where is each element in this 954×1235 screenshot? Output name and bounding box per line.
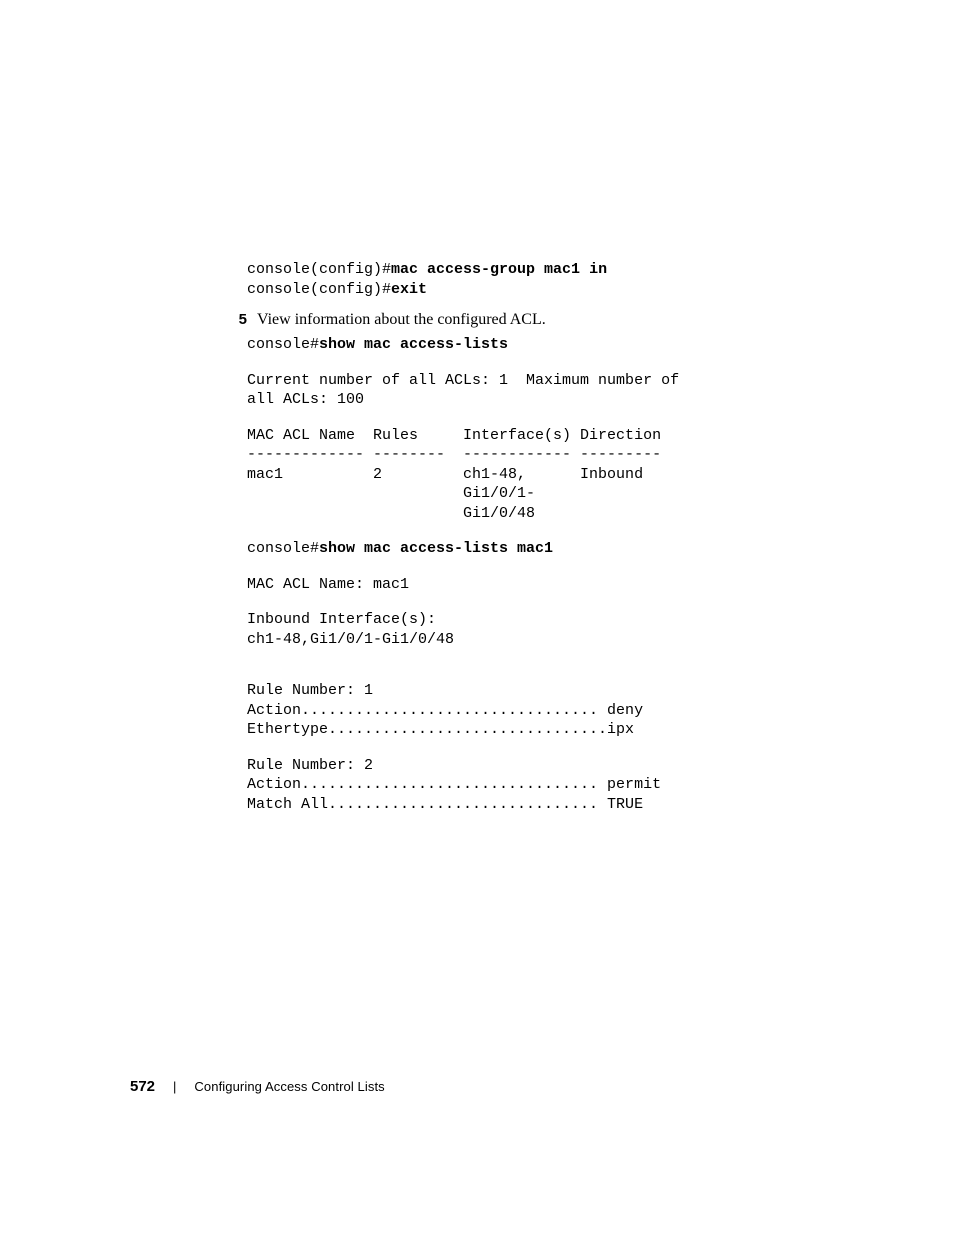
- cli-cmd: show mac access-lists mac1: [319, 540, 553, 557]
- cli-prompt: console#: [247, 540, 319, 557]
- cli-output-detail-if: Inbound Interface(s): ch1-48,Gi1/0/1-Gi1…: [247, 610, 804, 649]
- cli-table-divider: ------------- -------- ------------ ----…: [247, 446, 661, 463]
- cli-text: Rule Number: 1: [247, 682, 373, 699]
- cli-output-detail-name: MAC ACL Name: mac1: [247, 575, 804, 595]
- cli-text: Inbound Interface(s):: [247, 611, 436, 628]
- step-number: 5: [222, 311, 257, 328]
- cli-text: Match All.............................. …: [247, 796, 643, 813]
- cli-output-rule2: Rule Number: 2 Action...................…: [247, 756, 804, 815]
- cli-table-row: Gi1/0/1-: [247, 485, 535, 502]
- cli-cmd: show mac access-lists: [319, 336, 508, 353]
- cli-prompt: console(config)#: [247, 281, 391, 298]
- cli-show-1: console#show mac access-lists: [247, 335, 804, 355]
- cli-text: Ethertype...............................…: [247, 721, 634, 738]
- cli-prompt: console#: [247, 336, 319, 353]
- page-number: 572: [130, 1078, 155, 1095]
- cli-text: all ACLs: 100: [247, 391, 364, 408]
- cli-table-row: Gi1/0/48: [247, 505, 535, 522]
- cli-text: Rule Number: 2: [247, 757, 373, 774]
- cli-text: Current number of all ACLs: 1 Maximum nu…: [247, 372, 688, 389]
- footer-separator: |: [173, 1079, 176, 1094]
- cli-text: MAC ACL Name: mac1: [247, 576, 409, 593]
- cli-output-table: MAC ACL Name Rules Interface(s) Directio…: [247, 426, 804, 524]
- cli-output-rule1: Rule Number: 1 Action...................…: [247, 681, 804, 740]
- cli-text: Action................................. …: [247, 702, 643, 719]
- cli-table-header: MAC ACL Name Rules Interface(s) Directio…: [247, 427, 661, 444]
- cli-show-2: console#show mac access-lists mac1: [247, 539, 804, 559]
- cli-prompt: console(config)#: [247, 261, 391, 278]
- cli-text: Action................................. …: [247, 776, 661, 793]
- page: console(config)#mac access-group mac1 in…: [0, 0, 954, 1235]
- cli-cmd: mac access-group mac1 in: [391, 261, 607, 278]
- page-footer: 572 | Configuring Access Control Lists: [130, 1078, 385, 1095]
- cli-text: ch1-48,Gi1/0/1-Gi1/0/48: [247, 631, 454, 648]
- cli-output-summary: Current number of all ACLs: 1 Maximum nu…: [247, 371, 804, 410]
- cli-table-row: mac1 2 ch1-48, Inbound: [247, 466, 643, 483]
- cli-block-1: console(config)#mac access-group mac1 in…: [247, 260, 804, 299]
- cli-cmd: exit: [391, 281, 427, 298]
- footer-title: Configuring Access Control Lists: [194, 1079, 384, 1094]
- step-text: View information about the configured AC…: [257, 311, 546, 329]
- step-5: 5 View information about the configured …: [247, 311, 804, 329]
